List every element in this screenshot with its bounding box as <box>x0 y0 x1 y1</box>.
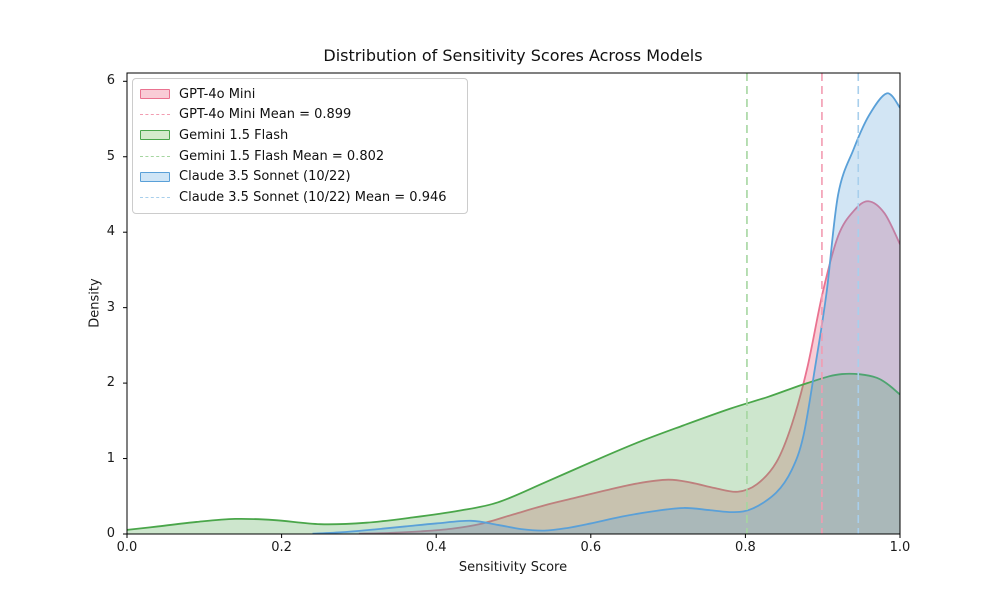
y-tick-label: 2 <box>106 375 115 391</box>
kde-area <box>127 373 900 534</box>
x-tick-label: 0.0 <box>116 540 138 555</box>
kde-line <box>127 372 900 531</box>
legend: GPT-4o Mini GPT-4o Mini Mean = 0.899 Gem… <box>132 78 468 214</box>
x-axis-label: Sensitivity Score <box>458 560 568 575</box>
legend-item: Claude 3.5 Sonnet (10/22) Mean = 0.946 <box>140 187 459 208</box>
claude-sonnet-patch-swatch <box>140 171 170 182</box>
y-tick-label: 1 <box>106 450 115 466</box>
legend-label: Claude 3.5 Sonnet (10/22) <box>179 169 351 185</box>
gpt4o-mini-mean-dash-swatch <box>140 114 170 116</box>
y-tick-label: 0 <box>106 526 115 541</box>
legend-label: Gemini 1.5 Flash Mean = 0.802 <box>179 148 385 164</box>
kde-area <box>358 201 900 534</box>
gemini-flash-mean-dash-swatch <box>140 155 170 157</box>
legend-label: Claude 3.5 Sonnet (10/22) Mean = 0.946 <box>179 189 447 205</box>
legend-label: Gemini 1.5 Flash <box>179 127 289 143</box>
kde-line <box>358 200 900 534</box>
legend-item: Claude 3.5 Sonnet (10/22) <box>140 166 459 187</box>
y-tick-label: 3 <box>106 299 115 315</box>
gpt4o-mini-patch-swatch <box>140 89 170 100</box>
legend-item: GPT-4o Mini <box>140 84 459 105</box>
kde-area <box>312 93 900 534</box>
claude-sonnet-mean-dash-swatch <box>140 196 170 198</box>
x-tick-label: 0.6 <box>580 540 602 555</box>
kde-curves <box>127 92 900 534</box>
y-tick-label: 6 <box>106 73 115 89</box>
legend-item: Gemini 1.5 Flash <box>140 125 459 146</box>
x-tick-label: 0.8 <box>735 540 756 555</box>
x-tick-label: 0.4 <box>425 540 447 555</box>
y-tick-label: 4 <box>106 224 115 240</box>
axes-frame <box>123 72 901 538</box>
kde-line <box>312 92 900 534</box>
y-tick-label: 5 <box>106 148 115 164</box>
chart-title: Distribution of Sensitivity Scores Acros… <box>323 46 703 65</box>
x-tick-label: 1.0 <box>889 540 911 555</box>
mean-lines <box>746 73 860 534</box>
x-tick-label: 0.2 <box>271 540 292 555</box>
legend-item: Gemini 1.5 Flash Mean = 0.802 <box>140 146 459 167</box>
legend-label: GPT-4o Mini Mean = 0.899 <box>179 107 352 123</box>
gemini-flash-patch-swatch <box>140 130 170 141</box>
legend-item: GPT-4o Mini Mean = 0.899 <box>140 105 459 126</box>
legend-label: GPT-4o Mini <box>179 86 256 102</box>
